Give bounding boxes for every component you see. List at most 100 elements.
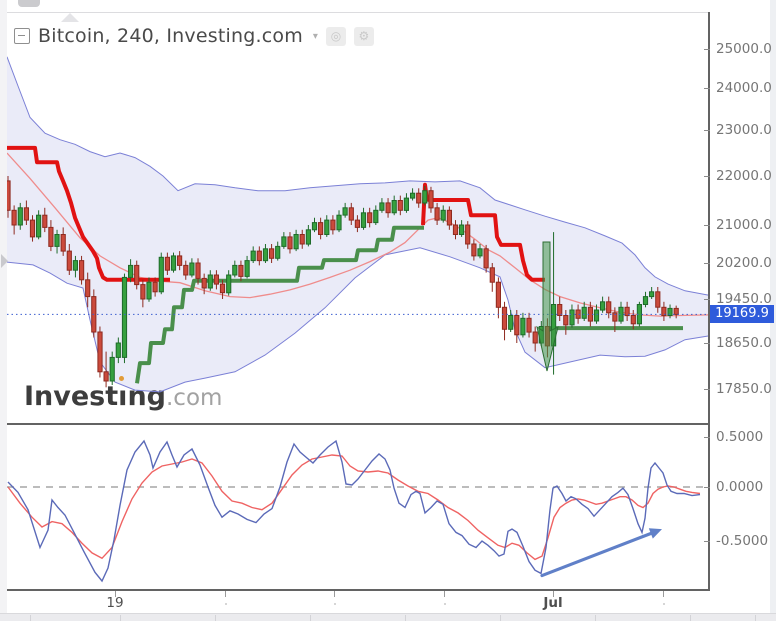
price-tick (704, 298, 710, 300)
candle (661, 301, 667, 321)
price-tick-label: 21000.0 (716, 217, 772, 233)
collapse-chevron-icon[interactable] (61, 13, 79, 22)
drawn-trend-arrow[interactable] (540, 528, 662, 578)
candle (416, 188, 422, 208)
trend-red-line (421, 182, 545, 282)
price-chart-canvas[interactable] (7, 12, 709, 423)
candle (140, 279, 146, 308)
price-tick-label: 18650.0 (716, 335, 772, 351)
scrollbar-segment (405, 615, 406, 621)
candle (581, 301, 587, 321)
price-tick-label: 19450.0 (716, 291, 772, 307)
candle (299, 229, 305, 249)
price-tick-label: 25000.0 (716, 41, 772, 57)
pane-bottom-border (7, 589, 710, 591)
price-axis[interactable]: 19169.9 25000.0 24000.0 23000.0 22000.0 2100… (704, 0, 776, 613)
price-tick-label: 22000.0 (716, 168, 772, 184)
oscillator-canvas[interactable] (7, 425, 709, 589)
time-tick (225, 591, 226, 597)
candle (121, 273, 128, 364)
candle (146, 277, 152, 302)
candle (79, 255, 85, 285)
candle (649, 287, 655, 299)
candle (195, 258, 201, 285)
candle (311, 217, 318, 233)
settings-gear-icon[interactable]: ⚙ (353, 26, 374, 46)
candle (532, 326, 538, 352)
candle (207, 270, 213, 291)
candle (471, 239, 477, 261)
candle (66, 244, 72, 275)
candle (667, 304, 673, 319)
candle (557, 296, 563, 321)
candle (373, 205, 379, 225)
oscillator-fast-line (7, 439, 701, 583)
chart-header: Bitcoin, 240, Investing.com ▾ ◎ ⚙ (14, 24, 374, 48)
candle (434, 202, 440, 225)
price-axis-line (708, 12, 710, 591)
chart-title: Bitcoin, 240, Investing.com (38, 25, 303, 47)
price-tick (704, 175, 710, 177)
watermark-orange-dot (119, 375, 125, 381)
candle (103, 351, 109, 388)
candle (391, 195, 397, 216)
candle (324, 215, 330, 237)
candle (134, 260, 140, 290)
price-tick (704, 262, 710, 264)
candle (489, 263, 495, 292)
price-tick (704, 342, 710, 344)
candle (256, 246, 262, 266)
snapshot-icon[interactable]: ◎ (325, 26, 346, 46)
time-tick (444, 591, 445, 597)
drawn-down-arrow[interactable] (536, 241, 559, 372)
candle (36, 210, 42, 240)
oscillator-signal-line (7, 454, 701, 561)
candle (642, 291, 649, 308)
candle (232, 260, 238, 278)
candle (612, 307, 618, 332)
candle (655, 287, 661, 313)
price-tick-label: 23000.0 (716, 122, 772, 138)
candle (213, 270, 220, 290)
trend-green-line (135, 225, 424, 384)
candle (385, 198, 391, 218)
candle (7, 176, 11, 218)
left-gutter (0, 0, 7, 613)
candle (262, 244, 269, 263)
candle (459, 220, 465, 237)
candle (250, 246, 256, 263)
candle (305, 225, 311, 247)
candle (465, 221, 471, 249)
scrollbar-segment (215, 615, 216, 621)
time-minor-dot (334, 603, 336, 605)
scrollbar-segment (500, 615, 501, 621)
price-tick-label: 17850.0 (716, 381, 772, 397)
scrollbar-segment (755, 615, 756, 621)
candle (336, 210, 342, 233)
indicator-tick-label: 0.0000 (716, 479, 764, 495)
chevron-down-icon[interactable]: ▾ (312, 30, 318, 42)
candle (483, 244, 489, 273)
candle (477, 244, 483, 259)
candle (422, 185, 428, 206)
indicator-tick (704, 436, 710, 438)
scrollbar-segment (30, 615, 31, 621)
indicator-tick (704, 540, 710, 542)
horizontal-scrollbar[interactable] (0, 613, 776, 621)
pan-left-icon[interactable] (1, 254, 8, 268)
candle (23, 200, 29, 225)
candle (606, 296, 612, 319)
candle (293, 229, 299, 252)
time-minor-dot (444, 603, 446, 605)
vertical-scrollbar-thumb[interactable] (18, 0, 40, 7)
candle (244, 255, 250, 279)
time-axis[interactable]: 19 Jul (7, 591, 710, 613)
collapse-pane-icon[interactable] (14, 28, 30, 44)
pane-divider[interactable] (7, 423, 710, 425)
candle (495, 277, 501, 319)
candle (520, 312, 526, 338)
candle (17, 202, 23, 230)
candle (287, 232, 293, 254)
price-tick (704, 87, 710, 89)
